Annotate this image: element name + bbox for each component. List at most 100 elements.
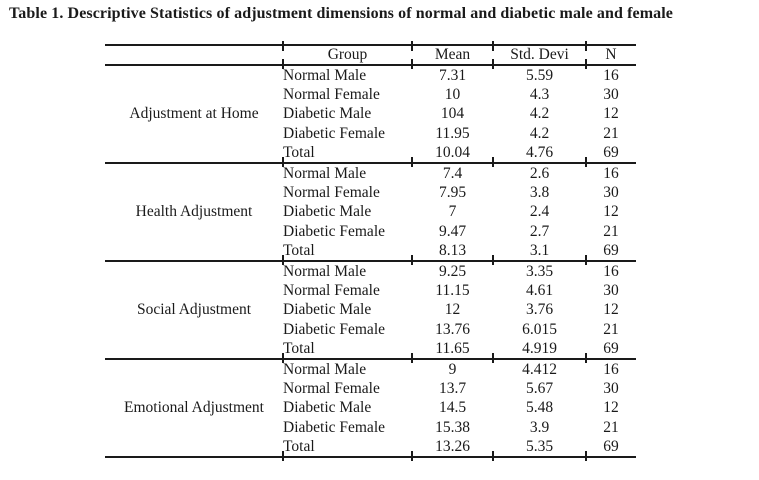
n-cell: 69: [586, 142, 636, 165]
mean-cell: 11.95: [435, 124, 470, 142]
n-cell: 16: [603, 263, 619, 281]
group-cell: Normal Male: [283, 263, 367, 281]
mean-cell: 7.95: [438, 184, 467, 202]
table-row: Total 10.04 4.76 69: [105, 142, 636, 165]
group-cell: Normal Female: [283, 86, 380, 104]
std-cell: 2.7: [529, 222, 550, 240]
mean-cell: 9: [448, 361, 457, 379]
column-boundary-tick: [282, 59, 284, 69]
table-row: Normal Female 10 4.3 30: [105, 85, 636, 104]
table-row: Health Adjustment Normal Male 7.4 2.6 16: [105, 163, 636, 263]
dimension-label: Social Adjustment: [105, 261, 283, 361]
mean-cell: 104: [440, 105, 465, 123]
n-cell: 12: [603, 399, 619, 417]
n-cell: 30: [603, 380, 619, 398]
column-boundary-tick: [492, 59, 494, 69]
mean-cell: 7.4: [442, 165, 463, 183]
table-row: Total 11.65 4.919 69: [105, 338, 636, 361]
table-row: Diabetic Male 12 3.76 12: [105, 300, 636, 319]
mean-cell: 14.5: [438, 399, 467, 417]
mean-cell: 7: [448, 203, 457, 221]
n-cell: 69: [586, 436, 636, 459]
column-boundary-tick: [282, 157, 284, 168]
group-cell: Normal Male: [283, 165, 367, 183]
n-cell: 69: [586, 240, 636, 263]
std-cell: 3.8: [529, 184, 550, 202]
column-boundary-tick: [585, 59, 587, 69]
mean-cell: 9.47: [438, 222, 467, 240]
group-cell: Total: [283, 142, 412, 165]
mean-cell: 8.13: [412, 240, 493, 263]
column-boundary-tick: [411, 157, 413, 168]
dimension-label: Emotional Adjustment: [105, 359, 283, 459]
std-cell: 2.4: [529, 203, 550, 221]
group-cell: Diabetic Male: [283, 203, 372, 221]
group-cell: Total: [283, 240, 412, 263]
table-wrapper: Group Mean Std. Devi N Adjustment at Hom…: [105, 41, 636, 462]
table-row: Social Adjustment Normal Male 9.25 3.35 16: [105, 261, 636, 361]
n-cell: 21: [603, 124, 619, 142]
group-cell: Diabetic Male: [283, 399, 372, 417]
column-boundary-tick: [411, 353, 413, 364]
std-cell: 5.35: [493, 436, 586, 459]
column-boundary-tick: [282, 41, 284, 51]
header-row: Group Mean Std. Devi N: [105, 44, 636, 66]
header-group: Group: [283, 44, 412, 66]
std-cell: 4.76: [493, 142, 586, 165]
column-boundary-tick: [585, 353, 587, 364]
n-cell: 21: [603, 222, 619, 240]
column-boundary-tick: [585, 157, 587, 168]
n-cell: 21: [603, 320, 619, 338]
group-cell: Total: [283, 338, 412, 361]
table-title: Table 1. Descriptive Statistics of adjus…: [9, 5, 674, 22]
mean-cell: 12: [444, 301, 461, 319]
std-cell: 2.6: [529, 165, 550, 183]
table-row: Normal Female 7.95 3.8 30: [105, 183, 636, 202]
mean-cell: 9.25: [438, 263, 467, 281]
group-cell: Normal Female: [283, 184, 380, 202]
table-header: Group Mean Std. Devi N: [105, 44, 636, 66]
column-boundary-tick: [411, 59, 413, 69]
group-cell: Diabetic Female: [283, 222, 385, 240]
group-cell: Diabetic Male: [283, 105, 372, 123]
table-row: Normal Female 13.7 5.67 30: [105, 379, 636, 398]
std-cell: 5.48: [525, 399, 554, 417]
table-row: Total 13.26 5.35 69: [105, 436, 636, 459]
std-cell: 5.67: [525, 380, 554, 398]
column-boundary-tick: [492, 41, 494, 51]
n-cell: 30: [603, 282, 619, 300]
mean-cell: 11.65: [412, 338, 493, 361]
header-std-devi: Std. Devi: [493, 44, 586, 66]
descriptive-statistics-table: Group Mean Std. Devi N Adjustment at Hom…: [105, 44, 636, 459]
n-cell: 12: [603, 301, 619, 319]
column-boundary-tick: [492, 451, 494, 462]
std-cell: 4.2: [529, 105, 550, 123]
n-cell: 30: [603, 184, 619, 202]
column-boundary-tick: [411, 451, 413, 462]
mean-cell: 13.76: [435, 320, 470, 338]
table-row: Emotional Adjustment Normal Male 9 4.412 16: [105, 359, 636, 459]
column-boundary-tick: [282, 451, 284, 462]
column-boundary-tick: [492, 157, 494, 168]
std-cell: 3.1: [493, 240, 586, 263]
group-cell: Diabetic Female: [283, 124, 385, 142]
group-cell: Normal Female: [283, 380, 380, 398]
column-boundary-tick: [492, 353, 494, 364]
table-row: Diabetic Female 15.38 3.9 21: [105, 418, 636, 437]
column-boundary-tick: [585, 451, 587, 462]
std-cell: 4.3: [529, 86, 550, 104]
n-cell: 16: [603, 361, 619, 379]
table-row: Diabetic Female 11.95 4.2 21: [105, 124, 636, 143]
table-row: Diabetic Male 7 2.4 12: [105, 202, 636, 221]
mean-cell: 11.15: [435, 282, 470, 300]
n-cell: 12: [603, 203, 619, 221]
header-dimension: [105, 44, 283, 66]
column-boundary-tick: [411, 255, 413, 266]
dimension-label: Adjustment at Home: [105, 65, 283, 165]
std-cell: 4.61: [525, 282, 554, 300]
dimension-label: Health Adjustment: [105, 163, 283, 263]
table-row: Normal Female 11.15 4.61 30: [105, 281, 636, 300]
table-row: Diabetic Female 9.47 2.7 21: [105, 222, 636, 241]
std-cell: 4.412: [522, 361, 557, 379]
